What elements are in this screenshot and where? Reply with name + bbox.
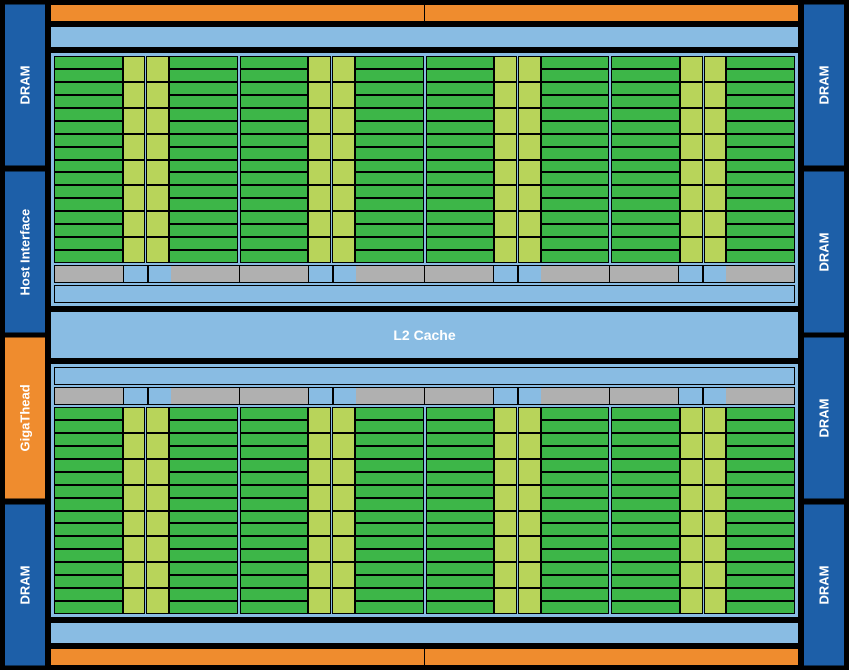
streaming-multiprocessor xyxy=(704,56,795,263)
sm-pair xyxy=(240,56,424,263)
sm-pair xyxy=(426,407,610,614)
l2-cache-label: L2 Cache xyxy=(393,327,455,343)
core-grid xyxy=(54,56,795,263)
right-side-column: DRAMDRAMDRAMDRAM xyxy=(803,4,845,666)
sm-pair xyxy=(611,56,795,263)
l2-cache: L2 Cache xyxy=(50,311,799,359)
streaming-multiprocessor xyxy=(240,407,331,614)
streaming-multiprocessor xyxy=(426,407,517,614)
streaming-multiprocessor xyxy=(518,56,609,263)
side-block: DRAM xyxy=(803,337,845,500)
streaming-multiprocessor xyxy=(332,407,423,614)
streaming-multiprocessor xyxy=(426,56,517,263)
top-lightblue-bar xyxy=(50,26,799,48)
side-block: DRAM xyxy=(4,4,46,167)
gpu-architecture-diagram: DRAMHost InterfaceGigaTheadDRAM L2 Cache… xyxy=(0,0,849,670)
sm-cache-bar xyxy=(54,367,795,385)
sm-cache-bar xyxy=(54,285,795,303)
side-block: Host Interface xyxy=(4,171,46,334)
side-block: DRAM xyxy=(803,171,845,334)
streaming-multiprocessor xyxy=(54,407,145,614)
streaming-multiprocessor xyxy=(704,407,795,614)
streaming-multiprocessor xyxy=(54,56,145,263)
core-grid xyxy=(54,407,795,614)
center-column: L2 Cache xyxy=(50,4,799,666)
side-block: DRAM xyxy=(803,4,845,167)
bottom-lightblue-bar xyxy=(50,622,799,644)
streaming-multiprocessor xyxy=(611,407,702,614)
side-block: DRAM xyxy=(803,504,845,667)
streaming-multiprocessor xyxy=(518,407,609,614)
side-block: GigaThead xyxy=(4,337,46,500)
streaming-multiprocessor xyxy=(240,56,331,263)
interconnect-bar xyxy=(54,265,795,283)
sm-pair xyxy=(240,407,424,614)
streaming-multiprocessor xyxy=(611,56,702,263)
streaming-multiprocessor xyxy=(146,56,237,263)
interconnect-bar xyxy=(54,387,795,405)
left-side-column: DRAMHost InterfaceGigaTheadDRAM xyxy=(4,4,46,666)
top-orange-bar xyxy=(50,4,799,22)
sm-pair xyxy=(54,56,238,263)
side-block: DRAM xyxy=(4,504,46,667)
sm-array-top xyxy=(50,52,799,307)
sm-pair xyxy=(54,407,238,614)
sm-array-bottom xyxy=(50,363,799,618)
streaming-multiprocessor xyxy=(146,407,237,614)
sm-pair xyxy=(611,407,795,614)
sm-pair xyxy=(426,56,610,263)
bottom-orange-bar xyxy=(50,648,799,666)
streaming-multiprocessor xyxy=(332,56,423,263)
